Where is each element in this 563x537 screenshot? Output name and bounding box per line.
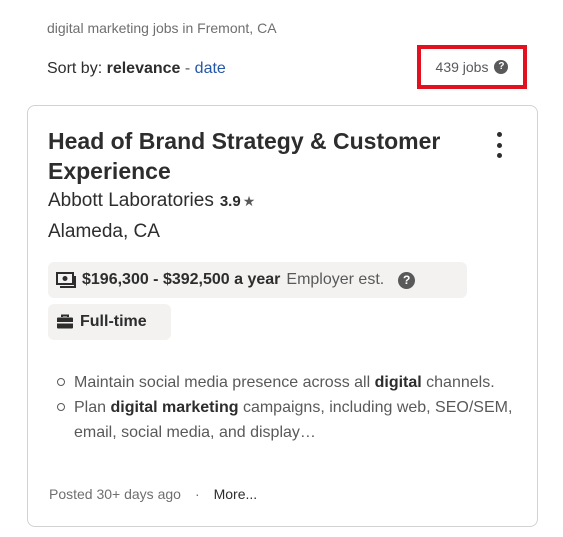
search-query-text: digital marketing jobs in Fremont, CA xyxy=(47,20,277,36)
help-circle-icon[interactable]: ? xyxy=(494,60,509,74)
snippet-text: campaigns, including web, SEO/SEM, email… xyxy=(74,399,513,441)
more-link[interactable]: More... xyxy=(213,486,258,502)
money-icon xyxy=(56,272,76,288)
snippet-keyword: digital xyxy=(374,374,422,391)
job-count: 439 jobs xyxy=(435,59,489,75)
bullet-icon xyxy=(57,403,65,411)
job-location: Alameda, CA xyxy=(48,221,160,242)
snippet-keyword: digital marketing xyxy=(110,399,239,416)
meta-separator: · xyxy=(194,486,200,502)
job-title[interactable]: Head of Brand Strategy & Customer Experi… xyxy=(48,128,441,184)
company-rating: 3.9 xyxy=(219,193,241,210)
sort-separator: - xyxy=(184,60,191,77)
list-item: Plan digital marketing campaigns, includ… xyxy=(57,395,514,445)
posted-date: Posted 30+ days ago xyxy=(49,486,181,502)
list-item: Maintain social media presence across al… xyxy=(57,370,514,395)
job-meta: Posted 30+ days ago · More... xyxy=(49,486,257,502)
salary-range: $196,300 - $392,500 a year xyxy=(82,271,281,288)
bullet-icon xyxy=(57,378,65,386)
job-snippet: Maintain social media presence across al… xyxy=(57,370,514,445)
job-card[interactable]: Head of Brand Strategy & Customer Experi… xyxy=(27,105,538,527)
job-type: Full-time xyxy=(80,313,147,330)
job-type-chip: Full-time xyxy=(48,304,171,340)
sort-option-relevance: relevance xyxy=(106,60,181,77)
company-line: Abbott Laboratories 3.9 ★ xyxy=(48,190,255,212)
snippet-text: Maintain social media presence across al… xyxy=(74,374,375,391)
sort-option-date[interactable]: date xyxy=(194,60,226,77)
snippet-text: Plan xyxy=(74,399,111,416)
snippet-text: channels. xyxy=(421,374,495,391)
sort-label: Sort by: xyxy=(47,60,103,77)
help-circle-icon[interactable]: ? xyxy=(398,271,416,289)
salary-estimate-note: Employer est. xyxy=(286,271,385,288)
sort-bar: Sort by: relevance - date xyxy=(47,60,226,78)
company-name[interactable]: Abbott Laboratories xyxy=(48,190,214,211)
kebab-menu-icon[interactable] xyxy=(490,130,508,160)
star-icon: ★ xyxy=(242,193,256,209)
briefcase-icon xyxy=(57,314,73,329)
salary-chip: $196,300 - $392,500 a year Employer est.… xyxy=(48,262,467,298)
job-count-highlight: 439 jobs ? xyxy=(417,45,527,89)
